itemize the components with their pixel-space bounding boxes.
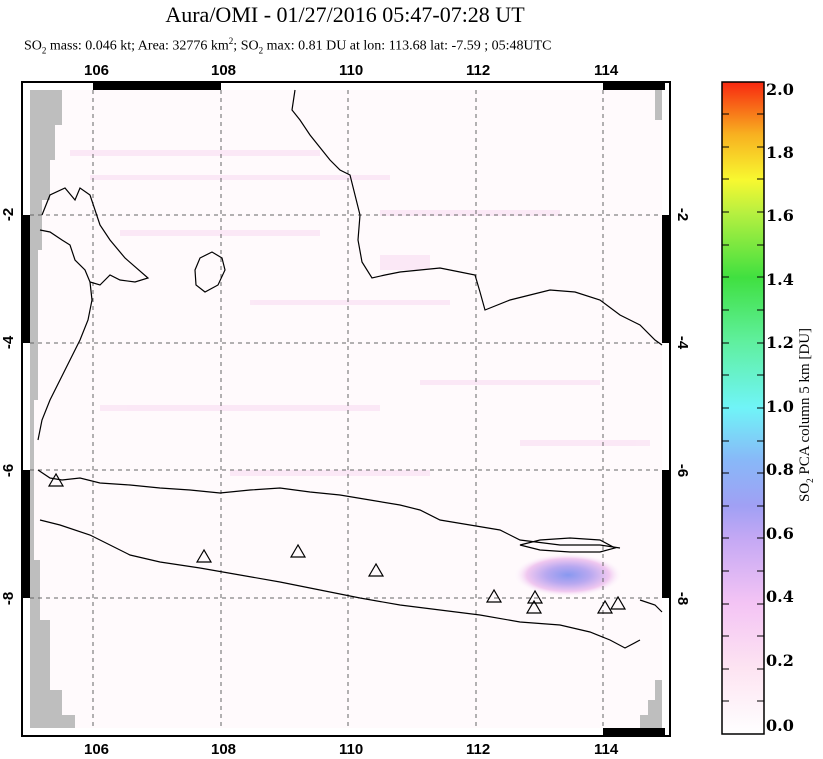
chart-title: Aura/OMI - 01/27/2016 05:47-07:28 UT [165, 2, 525, 27]
no-data-region-right [640, 680, 662, 728]
colorbar-label: SO2 PCA column 5 km [DU] [797, 328, 815, 502]
mass-area-text: mass: 0.046 kt; Area: 32776 km [49, 38, 229, 54]
so2-text-2: SO [240, 38, 259, 54]
volcano-marker [47, 472, 65, 487]
coastlines [37, 89, 663, 649]
cb-label-sub: 2 [805, 478, 815, 483]
so2-plume [513, 553, 623, 597]
colorbar-tick: 1.4 [766, 270, 794, 289]
volcano-markers [47, 472, 627, 614]
volcano-marker [289, 543, 307, 558]
volcano-marker [485, 588, 503, 603]
no-data-region-left [30, 90, 75, 728]
lon-tick-top-108: 108 [211, 62, 237, 79]
lon-tick-top-114: 114 [594, 62, 619, 79]
so2-subscript: 2 [41, 45, 47, 56]
lon-tick-top-110: 110 [339, 62, 364, 79]
area-superscript: 2 [228, 36, 234, 46]
colorbar-tick: 2.0 [766, 80, 794, 99]
lon-tick-top-106: 106 [84, 62, 110, 79]
lon-tick-bottom-112: 112 [466, 741, 491, 758]
max-text: max: 0.81 DU at lon: 113.68 lat: -7.59 ;… [266, 38, 552, 54]
cb-label-so: SO [797, 482, 813, 503]
lon-tick-bottom-106: 106 [84, 741, 110, 758]
colorbar-tick: 0.8 [766, 460, 794, 479]
colorbar-tick: 1.8 [766, 143, 794, 162]
volcano-marker [609, 595, 627, 610]
lon-tick-bottom-110: 110 [339, 741, 364, 758]
colorbar-tick: 0.6 [766, 524, 794, 543]
lon-tick-top-112: 112 [466, 62, 491, 79]
volcano-marker [195, 548, 213, 563]
so2-subscript-2: 2 [258, 45, 264, 56]
volcano-marker [596, 599, 614, 614]
colorbar-tick: 0.2 [766, 651, 794, 670]
cb-label-rest: PCA column 5 km [DU] [797, 327, 813, 479]
so2-text: SO [24, 38, 42, 54]
colorbar-tick: 1.2 [766, 333, 794, 352]
colorbar-tick: 0.0 [766, 716, 794, 735]
volcano-marker [525, 599, 543, 614]
colorbar-tick: 0.4 [766, 587, 794, 606]
lon-tick-bottom-108: 108 [211, 741, 237, 758]
chart-subtitle: SO2 mass: 0.046 kt; Area: 32776 km2; SO2… [24, 36, 552, 56]
colorbar-tick: 1.6 [766, 206, 794, 225]
colorbar-tick: 1.0 [766, 397, 794, 416]
lon-tick-bottom-114: 114 [594, 741, 619, 758]
volcano-marker [367, 562, 385, 577]
